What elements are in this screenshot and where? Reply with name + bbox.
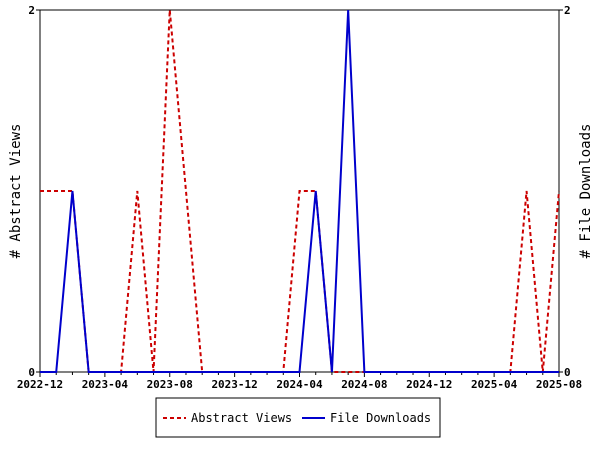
x-tick-label: 2023-04: [82, 378, 129, 391]
left-axis-title: # Abstract Views: [8, 124, 24, 259]
right-y-tick-label: 0: [564, 366, 571, 379]
legend-box: [155, 397, 441, 438]
x-tick-label: 2025-08: [536, 378, 582, 391]
legend: Abstract Views File Downloads: [155, 397, 441, 438]
x-tick-label: 2023-08: [147, 378, 193, 391]
right-y-tick-label: 2: [564, 4, 571, 17]
left-y-axis: 02: [28, 4, 40, 379]
series-lines: [40, 9, 560, 373]
x-tick-label: 2024-12: [406, 378, 452, 391]
x-tick-label: 2024-08: [341, 378, 387, 391]
series-line-abstract-views: [40, 9, 560, 373]
x-tick-label: 2024-04: [276, 378, 323, 391]
x-tick-label: 2025-04: [471, 378, 518, 391]
right-axis-title: # File Downloads: [578, 124, 594, 259]
left-y-tick-label: 0: [28, 366, 35, 379]
right-y-axis: 02: [559, 4, 571, 379]
left-y-tick-label: 2: [28, 4, 35, 17]
x-axis-tick-labels: 2022-12 2023-04 2023-08 2023-12 2024-04 2024-…: [17, 378, 582, 391]
legend-label-file-downloads: File Downloads: [330, 411, 431, 425]
series-line-file-downloads: [40, 9, 559, 373]
x-tick-label: 2022-12: [17, 378, 63, 391]
legend-label-abstract-views: Abstract Views: [191, 411, 292, 425]
x-tick-label: 2023-12: [211, 378, 257, 391]
